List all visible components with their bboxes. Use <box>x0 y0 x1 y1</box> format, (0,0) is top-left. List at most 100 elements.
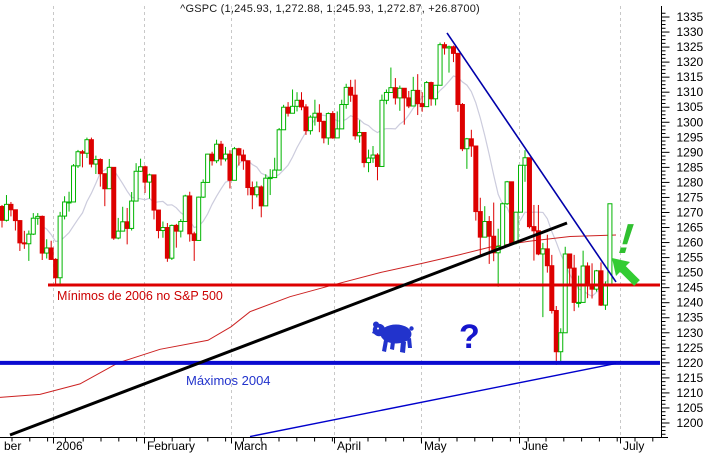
y-axis-label: 1305 <box>677 100 704 114</box>
candle-up <box>312 112 318 118</box>
candle-down <box>39 215 45 254</box>
candle-down <box>598 270 604 306</box>
candle-down <box>428 82 434 100</box>
candle-down <box>509 181 515 244</box>
y-axis-label: 1295 <box>677 130 704 144</box>
candle-down <box>477 211 483 238</box>
candle-up <box>223 153 228 160</box>
candle-down <box>173 224 179 232</box>
candle-down <box>549 265 555 312</box>
candle-up <box>290 105 296 114</box>
x-axis-label: ber <box>4 439 21 453</box>
candle-up <box>3 203 9 221</box>
x-axis-label: April <box>337 439 361 453</box>
candle-up <box>267 177 273 180</box>
candle-up <box>138 166 144 172</box>
trendlines <box>9 32 617 438</box>
y-axis-label: 1205 <box>677 401 704 415</box>
y-axis-label: 1275 <box>677 190 704 204</box>
candle-down <box>218 143 224 160</box>
bear-icon <box>372 321 414 353</box>
y-axis-label: 1330 <box>677 25 704 39</box>
candle-up <box>357 131 363 137</box>
candle-up <box>160 227 166 232</box>
candle-down <box>316 112 322 122</box>
candle-down <box>415 89 421 105</box>
y-axis-label: 1285 <box>677 160 704 174</box>
candle-down <box>191 233 197 241</box>
candle-down <box>151 174 157 211</box>
y-axis-label: 1280 <box>677 175 704 189</box>
candle-up <box>513 211 519 244</box>
long-ma-line <box>0 234 617 398</box>
annotation-minimos-2006: Mínimos de 2006 no S&P 500 <box>57 289 223 303</box>
question-mark-annotation: ? <box>459 318 480 356</box>
candle-up <box>334 128 340 139</box>
candle-up <box>558 332 564 353</box>
y-axis-label: 1265 <box>677 221 704 235</box>
candle-down <box>330 113 336 139</box>
candle-up <box>62 201 68 217</box>
candle-up <box>370 154 376 159</box>
y-axis-label: 1250 <box>677 266 704 280</box>
candle-up <box>424 82 430 108</box>
candle-up <box>115 230 121 239</box>
candle-down <box>0 205 5 221</box>
candle-up <box>343 86 349 106</box>
candle-down <box>585 265 591 287</box>
candle-up <box>263 177 269 207</box>
candle-up <box>307 116 313 132</box>
y-axis-label: 1300 <box>677 115 704 129</box>
candle-up <box>272 169 278 179</box>
candle-down <box>455 52 461 106</box>
candle-down <box>102 173 108 190</box>
candle-up <box>576 301 582 304</box>
candle-up <box>71 165 77 203</box>
candle-down <box>21 242 27 245</box>
candle-up <box>500 203 506 248</box>
candle-up <box>57 215 63 279</box>
candle-up <box>120 221 126 232</box>
y-axis-label: 1270 <box>677 205 704 219</box>
candle-down <box>8 203 14 211</box>
candle-down <box>553 310 559 353</box>
y-axis-label: 1260 <box>677 236 704 250</box>
candle-down <box>285 106 291 114</box>
candle-up <box>133 170 139 202</box>
candle-down <box>468 138 474 147</box>
candle-up <box>464 138 470 150</box>
candle-down <box>491 235 497 254</box>
candle-down <box>459 104 465 150</box>
candle-up <box>437 44 443 86</box>
candle-up <box>214 143 220 162</box>
candle-down <box>111 166 117 239</box>
y-axis-ticks-labels: 1335133013251320131513101305130012951290… <box>661 10 704 435</box>
candle-up <box>388 87 394 93</box>
candle-up <box>540 248 546 255</box>
candle-down <box>249 187 255 196</box>
candle-down <box>442 44 448 49</box>
candle-down <box>321 120 327 139</box>
black-uptrend-line <box>9 221 568 437</box>
y-axis-label: 1235 <box>677 311 704 325</box>
candle-down <box>298 99 304 108</box>
candle-down <box>473 145 479 213</box>
candle-up <box>339 104 345 130</box>
candle-down <box>567 253 573 269</box>
candle-up <box>294 99 300 107</box>
candle-down <box>258 186 264 207</box>
y-axis-label: 1315 <box>677 70 704 84</box>
candle-up <box>602 284 608 306</box>
chart-title: ^GSPC (1,245.93, 1,272.88, 1,245.93, 1,2… <box>180 3 480 15</box>
candle-up <box>397 87 403 99</box>
x-axis-label: 2006 <box>56 439 83 453</box>
candle-up <box>231 148 237 181</box>
horizontal-lines <box>0 283 660 365</box>
candle-down <box>142 166 148 183</box>
candle-down <box>12 209 18 222</box>
candle-up <box>522 157 528 166</box>
candle-down <box>303 106 309 132</box>
candle-down <box>240 154 246 162</box>
